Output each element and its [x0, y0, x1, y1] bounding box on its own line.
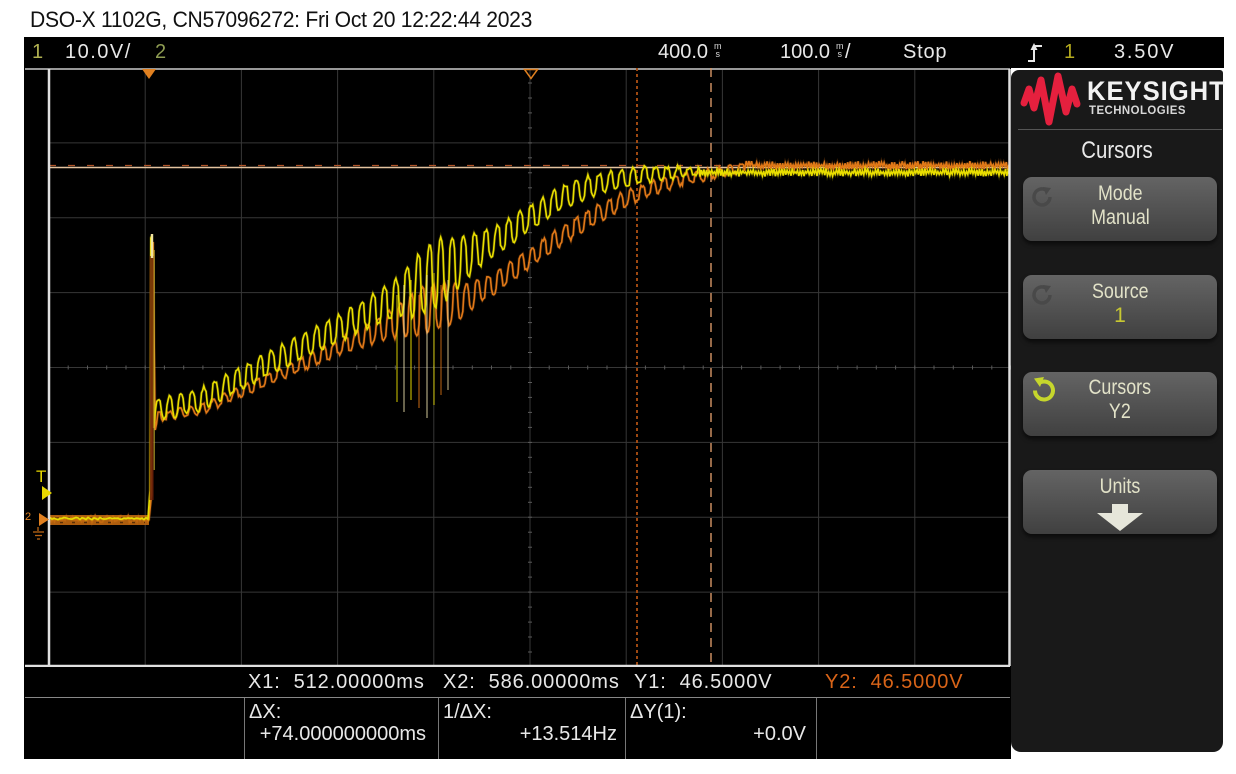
- svg-text:T: T: [36, 467, 46, 486]
- svg-text:2: 2: [25, 511, 31, 523]
